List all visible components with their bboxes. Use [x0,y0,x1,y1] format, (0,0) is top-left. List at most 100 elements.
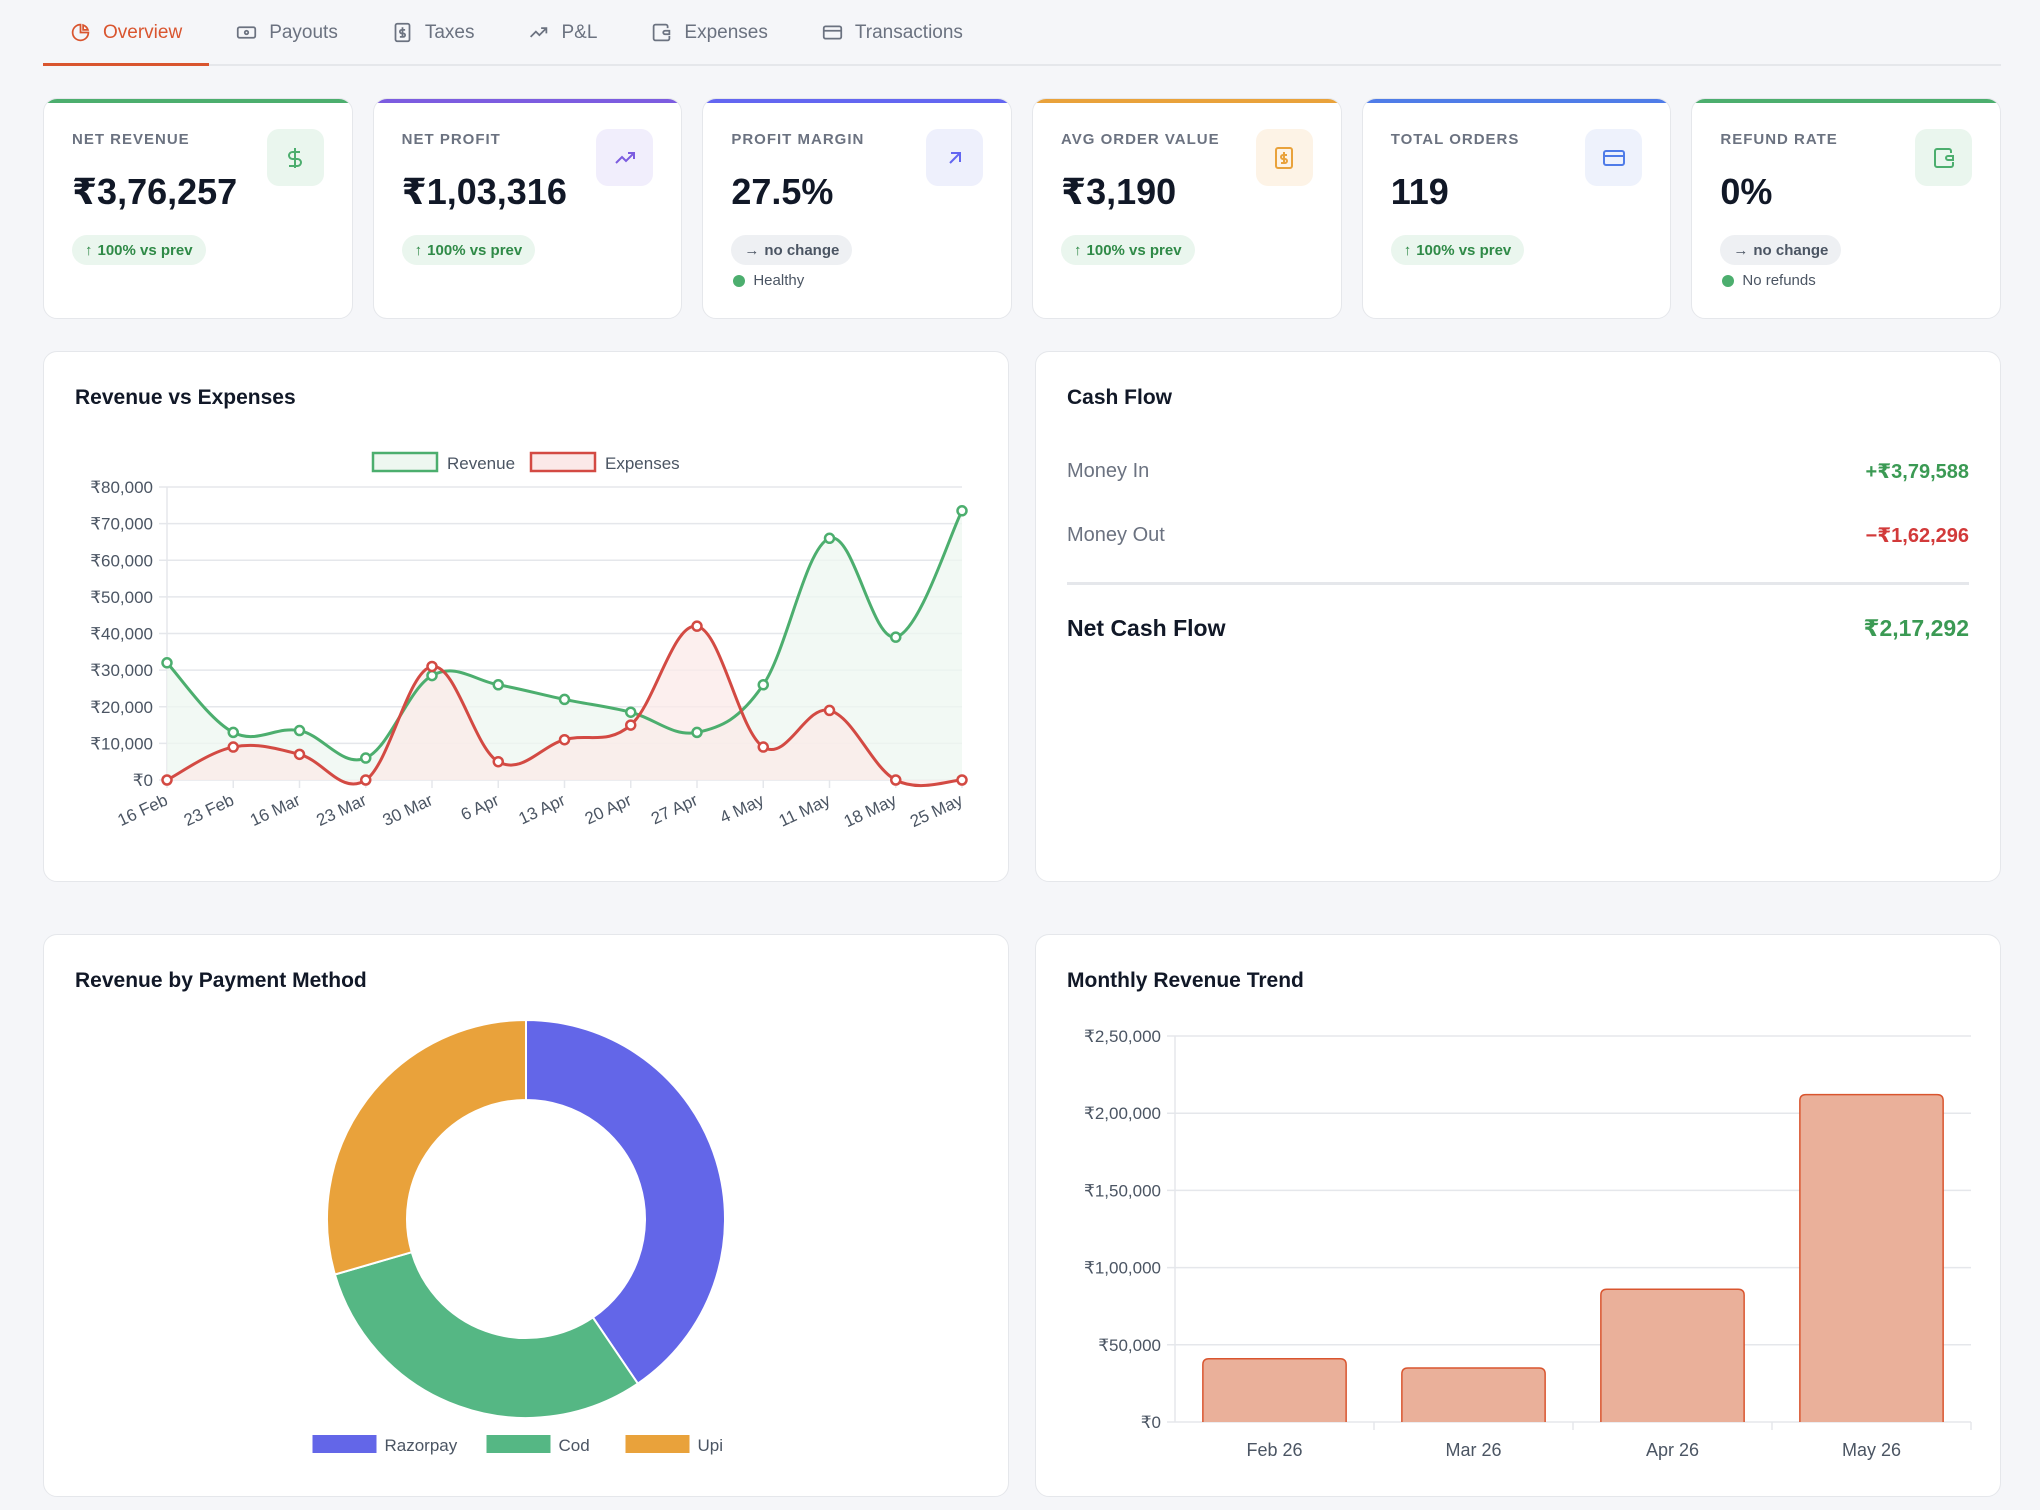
data-point-revenue [956,505,968,517]
kpi-value: ₹3,190 [1061,171,1177,212]
money-out-row: Money Out −₹1,62,296 [1067,523,1969,548]
x-tick-label: 23 Mar [313,790,369,830]
money-out-value: −₹1,62,296 [1865,525,1969,547]
trend-badge: → no change [1720,235,1842,265]
badge-text: no change [764,241,840,259]
y-tick-label: ₹1,50,000 [1084,1181,1161,1200]
cash-flow-panel: Cash Flow Money In +₹3,79,588 Money Out … [1035,351,2001,882]
tab-payouts[interactable]: Payouts [209,2,365,66]
tab-transactions[interactable]: Transactions [795,2,990,66]
data-point-expenses [161,774,173,786]
tab-expenses[interactable]: Expenses [624,2,794,66]
x-tick-label: 16 Mar [247,790,303,830]
data-point-expenses [227,741,239,753]
card-accent [373,99,682,103]
money-out-label: Money Out [1067,524,1165,546]
x-tick-label: 27 Apr [648,790,701,828]
badge-text: 100% vs prev [427,241,523,259]
tab-pnl[interactable]: P&L [501,2,624,66]
net-cash-flow-label: Net Cash Flow [1067,615,1226,641]
kpi-label: REFUND RATE [1720,131,1838,148]
panel-title: Revenue vs Expenses [75,386,296,409]
trending-up-icon [596,129,654,186]
kpi-value: ₹3,76,257 [72,171,238,212]
data-point-expenses [625,719,637,731]
tab-label: Expenses [684,21,768,43]
tab-label: Taxes [424,21,475,43]
status-indicator: Healthy [733,272,804,289]
status-indicator: No refunds [1722,272,1816,289]
data-point-revenue [227,726,239,739]
y-tick-label: ₹50,000 [1098,1336,1161,1355]
payment-method-chart: Razorpay Cod Upi [312,1018,726,1455]
kpi-card-refund-rate: REFUND RATE 0% → no change No refunds [1691,98,2002,319]
legend-label: Revenue [447,454,515,473]
slice-upi [326,1018,527,1276]
data-point-expenses [558,733,571,746]
data-point-expenses [890,774,902,786]
trending-up-icon [530,27,548,38]
y-tick-label: ₹0 [1141,1413,1161,1432]
y-tick-label: ₹20,000 [90,698,153,717]
x-tick-label: 11 May [776,790,834,830]
wallet-icon [653,23,671,42]
card-accent [703,99,1012,103]
x-tick-label: 16 Feb [115,790,171,830]
monthly-revenue-panel: Monthly Revenue Trend ₹0 ₹50,000 ₹1,00,000… [1035,934,2001,1497]
pie-chart-icon [71,23,90,42]
x-tick-label: May 26 [1842,1440,1901,1460]
kpi-value: 119 [1390,171,1449,212]
data-point-revenue [293,724,306,737]
status-dot [733,274,746,287]
money-in-label: Money In [1067,460,1150,482]
x-tick-label: 13 Apr [516,790,569,828]
x-tick-label: 18 May [841,790,900,831]
trend-badge: ↑ 100% vs prev [401,235,536,265]
data-point-revenue [360,752,372,764]
series-area-revenue [167,510,962,780]
data-point-revenue [492,679,504,691]
data-point-expenses [293,748,306,761]
credit-card-icon [822,25,842,40]
data-point-revenue [757,679,769,691]
data-point-revenue [161,657,173,669]
kpi-label: NET PROFIT [401,131,501,148]
kpi-label: NET REVENUE [72,131,190,148]
status-text: No refunds [1742,272,1816,289]
arrow-up-icon: ↑ [1074,241,1082,259]
wallet-icon [1915,129,1973,186]
kpi-value: 27.5% [731,171,834,212]
y-tick-label: ₹10,000 [90,734,153,753]
tab-label: Overview [103,21,183,43]
arrow-right-icon: → [744,241,760,259]
x-tick-label: Feb 26 [1246,1440,1302,1460]
receipt-icon [394,22,411,43]
card-accent [1692,99,2001,103]
tab-overview[interactable]: Overview [43,2,210,66]
data-point-expenses [360,774,372,786]
kpi-card-net-revenue: NET REVENUE ₹3,76,257 ↑ 100% vs prev [43,98,353,319]
credit-card-icon [1585,129,1643,186]
bar [1202,1357,1347,1422]
legend-swatch [486,1435,551,1453]
money-in-row: Money In +₹3,79,588 [1067,459,1969,484]
data-point-revenue [558,693,571,706]
x-tick-label: 23 Feb [181,790,237,830]
legend-label: Upi [698,1436,724,1455]
revenue-expenses-panel: Revenue vs Expenses ₹0 ₹10,000 ₹20,000 ₹30,… [43,351,1009,882]
legend-swatch [371,451,439,473]
kpi-card-avg-order-value: AVG ORDER VALUE ₹3,190 ↑ 100% vs prev [1032,98,1342,319]
bar [1799,1093,1944,1422]
y-tick-label: ₹0 [133,771,153,790]
tab-taxes[interactable]: Taxes [365,2,502,66]
y-tick-label: ₹2,00,000 [1084,1104,1161,1123]
data-point-expenses [823,704,836,717]
receipt-icon [1255,129,1313,186]
tab-bar: Overview Payouts Taxes P&L Expenses Tran… [43,0,2001,66]
data-point-expenses [691,620,703,632]
kpi-label: TOTAL ORDERS [1390,131,1520,148]
data-point-revenue [625,706,637,718]
slice-razorpay [525,1018,726,1385]
arrow-up-icon: ↑ [1403,241,1412,259]
divider [1067,582,1969,585]
